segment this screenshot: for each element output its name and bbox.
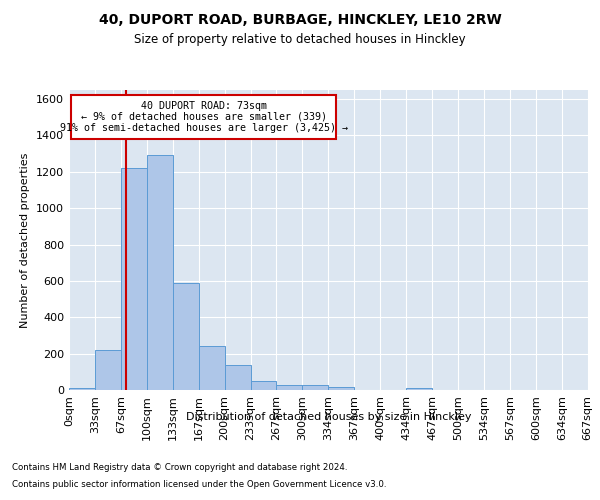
Bar — [121, 168, 147, 390]
Text: ← 9% of detached houses are smaller (339): ← 9% of detached houses are smaller (339… — [80, 112, 326, 122]
Bar — [69, 388, 95, 390]
Bar — [328, 388, 355, 390]
Text: Contains public sector information licensed under the Open Government Licence v3: Contains public sector information licen… — [12, 480, 386, 489]
Bar — [277, 384, 302, 390]
Bar — [251, 381, 277, 390]
Y-axis label: Number of detached properties: Number of detached properties — [20, 152, 31, 328]
Text: 40, DUPORT ROAD, BURBAGE, HINCKLEY, LE10 2RW: 40, DUPORT ROAD, BURBAGE, HINCKLEY, LE10… — [98, 12, 502, 26]
FancyBboxPatch shape — [71, 96, 336, 139]
Bar — [406, 388, 432, 390]
Bar — [147, 156, 173, 390]
Bar — [173, 282, 199, 390]
Bar — [95, 350, 121, 390]
Text: Contains HM Land Registry data © Crown copyright and database right 2024.: Contains HM Land Registry data © Crown c… — [12, 462, 347, 471]
Bar — [199, 346, 224, 390]
Text: Size of property relative to detached houses in Hinckley: Size of property relative to detached ho… — [134, 32, 466, 46]
Bar — [224, 366, 251, 390]
Bar — [302, 385, 328, 390]
Text: 91% of semi-detached houses are larger (3,425) →: 91% of semi-detached houses are larger (… — [59, 122, 347, 132]
Text: 40 DUPORT ROAD: 73sqm: 40 DUPORT ROAD: 73sqm — [140, 101, 266, 111]
Text: Distribution of detached houses by size in Hinckley: Distribution of detached houses by size … — [186, 412, 472, 422]
